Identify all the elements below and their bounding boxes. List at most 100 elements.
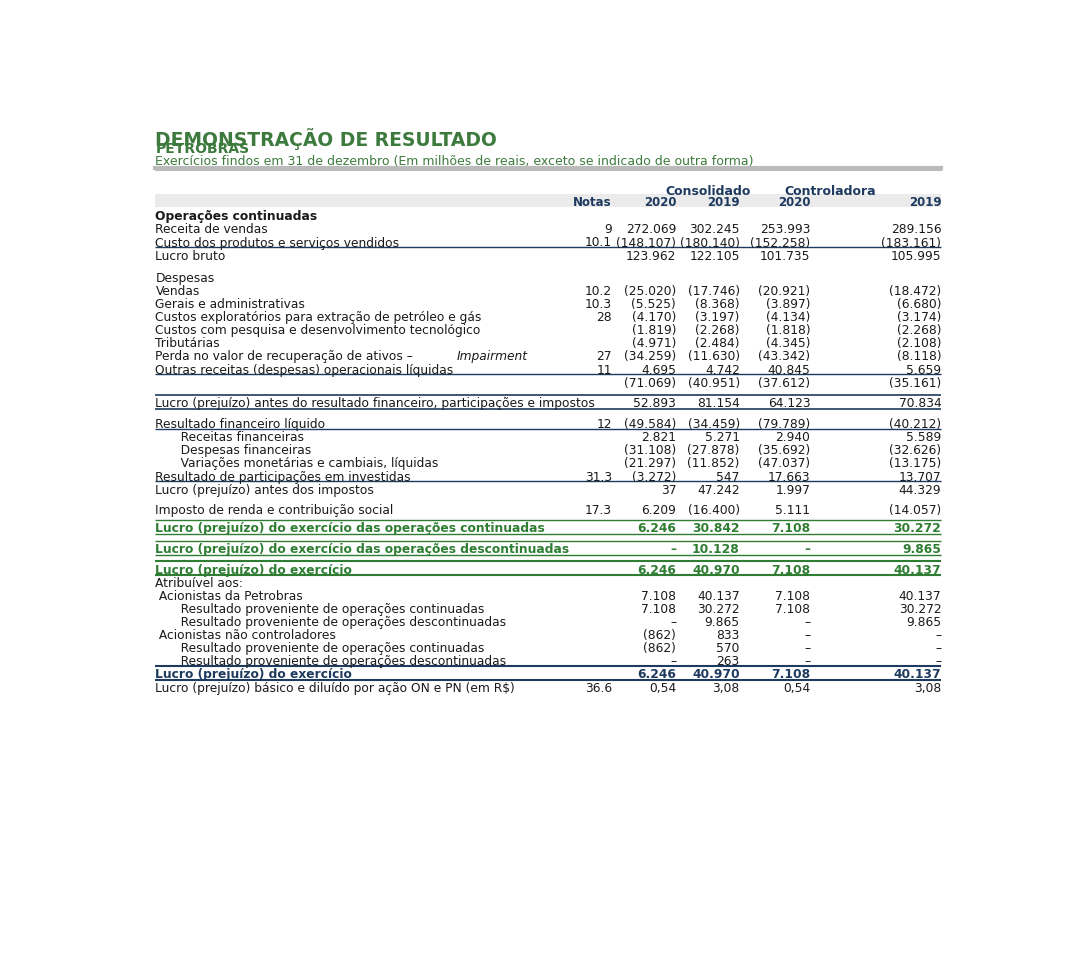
Text: 70.834: 70.834 [899,397,942,411]
Text: (8.118): (8.118) [897,350,942,364]
Text: 17.663: 17.663 [767,471,810,483]
Text: 7.108: 7.108 [641,603,676,616]
Text: (35.692): (35.692) [758,444,810,457]
Text: (1.818): (1.818) [766,324,810,337]
Text: 11: 11 [596,364,612,376]
Text: 31.3: 31.3 [585,471,612,483]
Text: Lucro (prejuízo) do exercício: Lucro (prejuízo) do exercício [155,564,352,577]
Text: Resultado proveniente de operações descontinuadas: Resultado proveniente de operações desco… [169,616,506,629]
Text: 64.123: 64.123 [767,397,810,411]
Text: 101.735: 101.735 [760,250,810,262]
Text: (5.525): (5.525) [631,298,676,311]
Text: (17.746): (17.746) [688,285,739,298]
Text: 37: 37 [661,483,676,497]
Text: 4.742: 4.742 [705,364,739,376]
Text: 122.105: 122.105 [689,250,739,262]
Text: 6.246: 6.246 [638,564,676,577]
Text: 30.272: 30.272 [893,523,942,535]
Text: 40.970: 40.970 [692,564,739,577]
Text: (18.472): (18.472) [889,285,942,298]
Text: 123.962: 123.962 [626,250,676,262]
Text: 40.970: 40.970 [692,669,739,681]
Text: 9.865: 9.865 [902,543,942,556]
Text: –: – [935,642,942,656]
Text: 547: 547 [717,471,739,483]
Text: (183.161): (183.161) [882,236,942,250]
Text: (4.345): (4.345) [766,338,810,350]
Text: 10.2: 10.2 [585,285,612,298]
Bar [155,194,942,208]
Text: Exercícios findos em 31 de dezembro (Em milhões de reais, exceto se indicado de : Exercícios findos em 31 de dezembro (Em … [155,155,754,167]
Text: Variações monetárias e cambiais, líquidas: Variações monetárias e cambiais, líquida… [169,457,439,471]
Text: (71.069): (71.069) [624,377,676,389]
Text: (862): (862) [643,629,676,642]
Text: Despesas financeiras: Despesas financeiras [169,444,311,457]
Text: Despesas: Despesas [155,272,215,285]
Text: Lucro (prejuízo) antes dos impostos: Lucro (prejuízo) antes dos impostos [155,483,374,497]
Text: (20.921): (20.921) [759,285,810,298]
Text: 2.940: 2.940 [776,432,810,444]
Text: 5.589: 5.589 [906,432,942,444]
Text: –: – [935,629,942,642]
Text: –: – [805,656,810,668]
Text: Lucro (prejuízo) do exercício das operações descontinuadas: Lucro (prejuízo) do exercício das operaç… [155,543,569,556]
Text: 36.6: 36.6 [585,681,612,695]
Text: (180.140): (180.140) [679,236,739,250]
Text: PETROBRAS: PETROBRAS [155,142,249,156]
Text: (43.342): (43.342) [759,350,810,364]
Text: 27: 27 [596,350,612,364]
Text: 302.245: 302.245 [689,223,739,236]
Text: 2019: 2019 [908,195,942,209]
Text: 52.893: 52.893 [633,397,676,411]
Text: 3,08: 3,08 [914,681,942,695]
Text: –: – [670,656,676,668]
Text: 5.271: 5.271 [705,432,739,444]
Text: Consolidado: Consolidado [666,185,751,198]
Text: (152.258): (152.258) [750,236,810,250]
Text: 1.997: 1.997 [776,483,810,497]
Text: 7.108: 7.108 [771,523,810,535]
Text: Resultado proveniente de operações continuadas: Resultado proveniente de operações conti… [169,603,485,616]
Text: 7.108: 7.108 [776,603,810,616]
Text: (4.134): (4.134) [766,311,810,324]
Text: (49.584): (49.584) [624,418,676,432]
Text: 7.108: 7.108 [776,590,810,603]
Text: Custos com pesquisa e desenvolvimento tecnológico: Custos com pesquisa e desenvolvimento te… [155,324,480,337]
Text: Operações continuadas: Operações continuadas [155,211,318,223]
Text: 253.993: 253.993 [760,223,810,236]
Text: (4.971): (4.971) [632,338,676,350]
Text: Resultado de participações em investidas: Resultado de participações em investidas [155,471,411,483]
Text: 5.111: 5.111 [776,504,810,518]
Text: (2.268): (2.268) [897,324,942,337]
Text: (47.037): (47.037) [759,457,810,471]
Text: 17.3: 17.3 [585,504,612,518]
Text: –: – [670,616,676,629]
Text: (40.212): (40.212) [889,418,942,432]
Text: Acionistas não controladores: Acionistas não controladores [155,629,336,642]
Text: (6.680): (6.680) [897,298,942,311]
Text: Imposto de renda e contribuição social: Imposto de renda e contribuição social [155,504,394,518]
Text: Impairment: Impairment [457,350,529,364]
Text: 12: 12 [596,418,612,432]
Text: Custo dos produtos e serviços vendidos: Custo dos produtos e serviços vendidos [155,236,399,250]
Text: –: – [805,629,810,642]
Text: (8.368): (8.368) [696,298,739,311]
Text: Notas: Notas [574,195,612,209]
Text: 833: 833 [717,629,739,642]
Text: Vendas: Vendas [155,285,200,298]
Text: (21.297): (21.297) [624,457,676,471]
Text: 0,54: 0,54 [783,681,810,695]
Text: Receita de vendas: Receita de vendas [155,223,269,236]
Text: Gerais e administrativas: Gerais e administrativas [155,298,305,311]
Text: 40.137: 40.137 [899,590,942,603]
Text: 40.137: 40.137 [893,669,942,681]
Text: –: – [805,642,810,656]
Text: 13.707: 13.707 [899,471,942,483]
Text: (2.268): (2.268) [696,324,739,337]
Text: (27.878): (27.878) [687,444,739,457]
Text: Custos exploratórios para extração de petróleo e gás: Custos exploratórios para extração de pe… [155,311,482,324]
Text: Perda no valor de recuperação de ativos –: Perda no valor de recuperação de ativos … [155,350,417,364]
Text: 2.821: 2.821 [641,432,676,444]
Text: (13.175): (13.175) [889,457,942,471]
Text: (11.630): (11.630) [688,350,739,364]
